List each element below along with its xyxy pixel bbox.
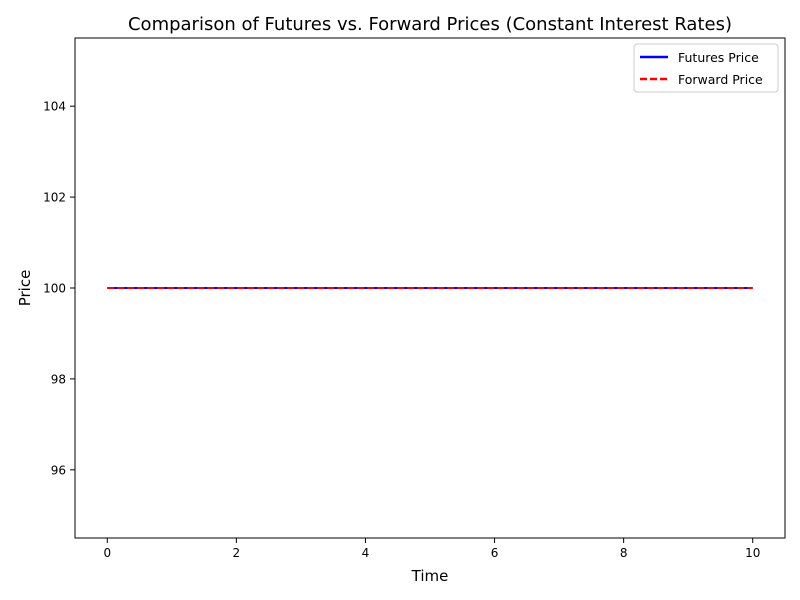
y-tick-label: 96 — [51, 463, 66, 477]
y-axis-ticks: 96 98 100 102 104 — [43, 100, 75, 477]
x-tick-label: 10 — [745, 546, 760, 560]
x-axis-label: Time — [411, 567, 449, 585]
legend-label-futures: Futures Price — [678, 50, 759, 65]
x-tick-label: 4 — [362, 546, 370, 560]
plot-area-frame — [74, 37, 786, 539]
x-axis-ticks: 0 2 4 6 8 10 — [103, 538, 760, 560]
chart-title: Comparison of Futures vs. Forward Prices… — [128, 14, 732, 35]
legend-label-forward: Forward Price — [678, 72, 763, 87]
y-tick-label: 100 — [43, 282, 66, 296]
y-tick-label: 98 — [51, 372, 66, 386]
x-tick-label: 6 — [491, 546, 499, 560]
y-axis-label: Price — [16, 270, 34, 307]
x-tick-label: 8 — [620, 546, 628, 560]
y-tick-label: 104 — [43, 100, 66, 114]
y-tick-label: 102 — [43, 191, 66, 205]
x-tick-label: 0 — [103, 546, 111, 560]
legend: Futures Price Forward Price — [633, 43, 779, 93]
legend-box — [633, 43, 779, 93]
x-tick-label: 2 — [233, 546, 241, 560]
